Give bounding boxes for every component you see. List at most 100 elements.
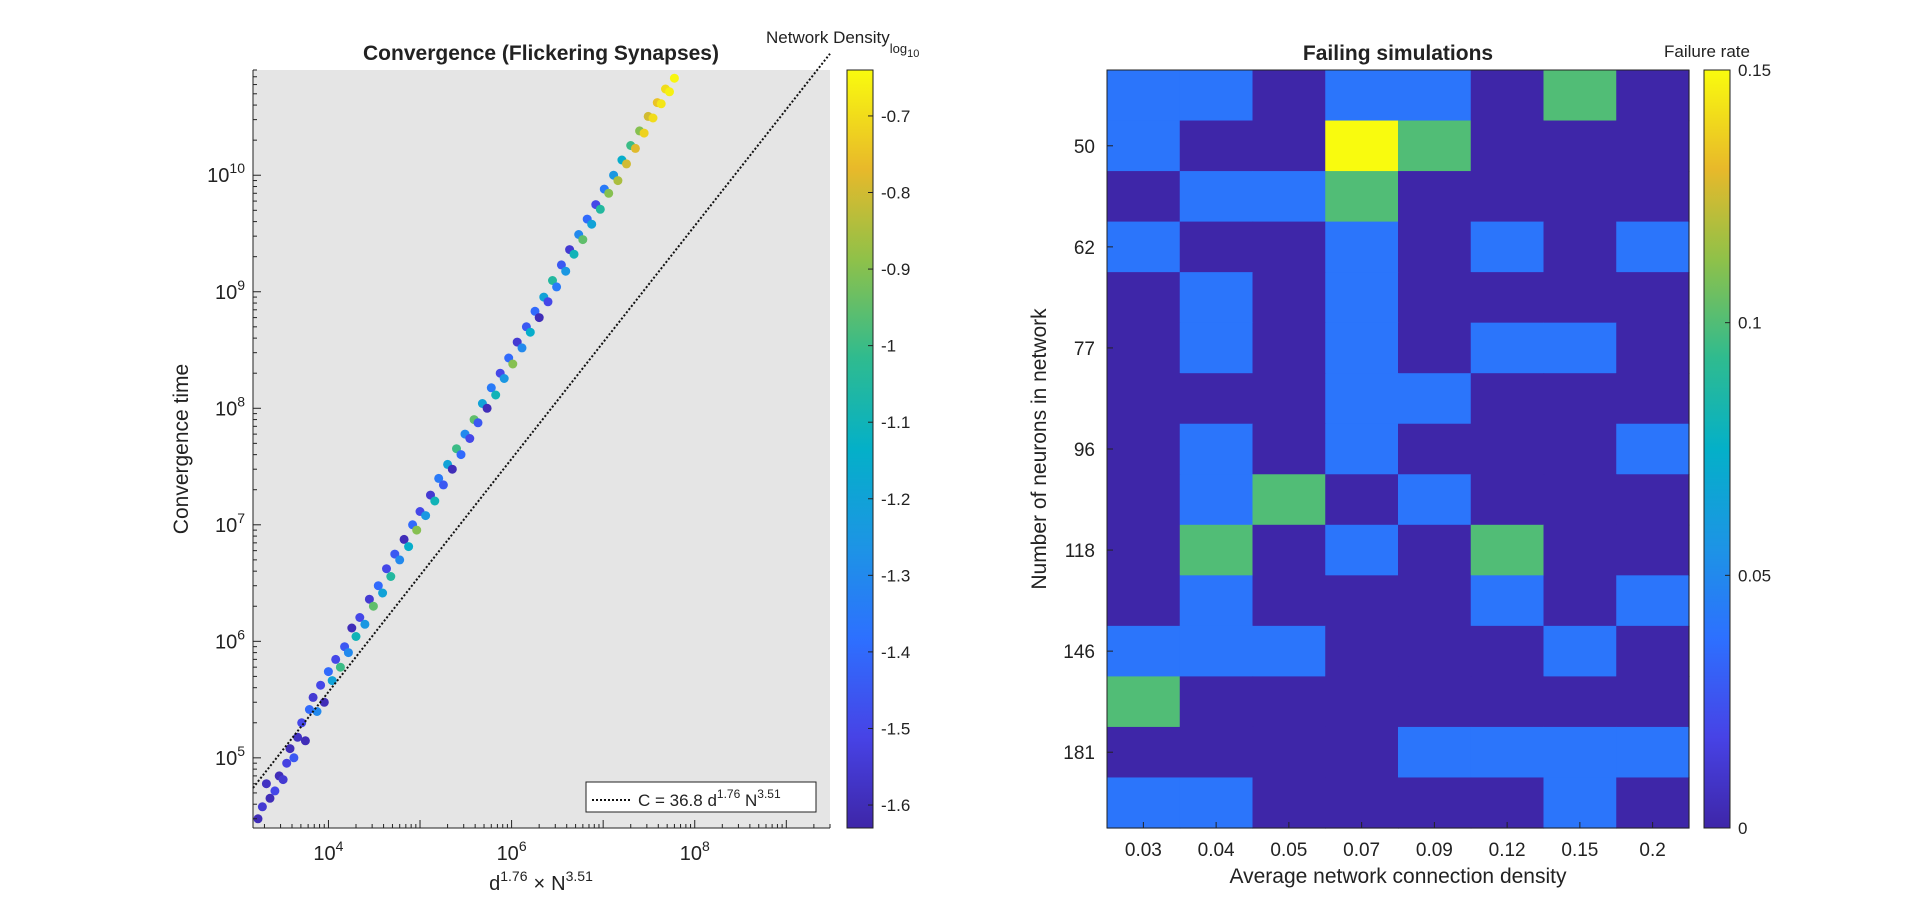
- scatter-point: [517, 343, 527, 353]
- heat-x-tick-label: 0.12: [1489, 840, 1526, 861]
- heatmap-cell: [1252, 171, 1326, 223]
- heatmap-cell: [1616, 272, 1690, 324]
- heatmap-cell: [1179, 625, 1254, 677]
- heatmap-cell: [1398, 575, 1472, 627]
- scatter-point: [665, 87, 674, 97]
- heatmap-cell: [1107, 322, 1181, 374]
- heatmap-cell: [1325, 272, 1399, 324]
- scatter-point: [604, 188, 614, 198]
- heatmap-cell: [1325, 676, 1399, 728]
- heatmap-cell: [1470, 575, 1545, 627]
- heatmap-cell: [1398, 373, 1472, 425]
- scatter-plot-area: [253, 70, 830, 828]
- heatmap-cell: [1398, 171, 1472, 223]
- legend-exp2: 3.51: [757, 787, 781, 801]
- y-tick-label: 109: [215, 277, 245, 304]
- heatmap-x-ticks: 0.03 0.04 0.05 0.07 0.09 0.12 0.15 0.2: [1125, 822, 1666, 861]
- heatmap-cell: [1398, 726, 1472, 779]
- cbar-tick-label: -1.1: [881, 413, 910, 432]
- scatter-title: Convergence (Flickering Synapses): [363, 42, 719, 65]
- scatter-point: [465, 434, 475, 443]
- heatmap-cell: [1470, 676, 1545, 728]
- scatter-point: [456, 450, 466, 460]
- cbar-tick-label: -1.4: [881, 643, 910, 662]
- scatter-point: [323, 667, 333, 677]
- heatmap-title: Failing simulations: [1303, 42, 1493, 65]
- scatter-point: [486, 383, 496, 393]
- heatmap-cell: [1179, 676, 1254, 728]
- scatter-point: [622, 159, 631, 169]
- heatmap-cell: [1252, 272, 1326, 324]
- scatter-point: [561, 266, 571, 276]
- heatmap-cell: [1398, 221, 1472, 273]
- scatter-point: [447, 464, 457, 474]
- y-tick-label: 106: [215, 626, 245, 653]
- heatmap-cell: [1179, 272, 1254, 324]
- y-tick-label: 105: [215, 743, 245, 770]
- heat-y-tick-label: 181: [1063, 743, 1095, 764]
- heatmap-cell: [1543, 777, 1617, 829]
- scatter-point: [656, 99, 666, 109]
- scatter-point: [434, 473, 444, 483]
- failure-colorbar: [1703, 69, 1731, 829]
- scatter-point: [257, 802, 267, 812]
- heatmap-cell: [1543, 474, 1617, 526]
- cbar-tick-label: -1.2: [881, 490, 910, 509]
- heatmap-cell: [1543, 120, 1617, 172]
- cbar-tick-label: -1.5: [881, 719, 910, 738]
- heatmap-cell: [1252, 120, 1326, 172]
- scatter-point: [508, 359, 518, 369]
- scatter-point: [569, 249, 579, 259]
- heatmap-cell: [1107, 70, 1181, 122]
- heatmap-y-ticks: 50 62 77 96 118 146 181: [1063, 137, 1113, 764]
- scatter-point: [438, 480, 448, 490]
- scatter-point: [355, 613, 365, 622]
- heatmap-cell: [1107, 625, 1181, 677]
- scatter-point: [304, 705, 314, 714]
- heatmap-cell: [1398, 120, 1472, 172]
- heatmap-cell: [1107, 524, 1181, 576]
- heatmap-cell: [1470, 777, 1545, 829]
- scatter-points: [253, 73, 679, 824]
- scatter-point: [378, 588, 388, 598]
- heatmap-cell: [1543, 676, 1617, 728]
- heatmap-cell: [1616, 373, 1690, 425]
- scatter-point: [261, 779, 271, 789]
- scatter-point: [282, 758, 292, 768]
- scatter-point: [482, 403, 492, 413]
- heatmap-cell: [1470, 272, 1545, 324]
- y-tick-label: 1010: [207, 160, 245, 187]
- heatmap-panel: Failing simulations 0.03 0.04 0.05 0.07 0.09…: [1028, 42, 1771, 888]
- scatter-point: [552, 282, 562, 292]
- scatter-point: [548, 276, 557, 285]
- x-tick-label: 104: [313, 838, 343, 865]
- heatmap-cell: [1252, 575, 1326, 627]
- heatmap-ylabel: Number of neurons in network: [1028, 308, 1051, 590]
- heatmap-cell: [1470, 474, 1545, 526]
- scatter-point: [270, 786, 280, 796]
- scatter-point: [265, 793, 275, 803]
- xlabel-exp1: 1.76: [500, 868, 527, 884]
- scatter-point: [491, 390, 501, 400]
- heat-x-tick-label: 0.03: [1125, 840, 1162, 861]
- cbar-tick-label: -0.7: [881, 107, 910, 126]
- cbar-tick-label: -0.8: [881, 184, 910, 203]
- xlabel-exp2: 3.51: [566, 868, 593, 884]
- heatmap-cell: [1398, 524, 1472, 576]
- heatmap-cell: [1470, 373, 1545, 425]
- scatter-point: [368, 601, 378, 611]
- heatmap-cell: [1398, 423, 1472, 475]
- scatter-point: [300, 736, 310, 746]
- scatter-point: [364, 594, 374, 604]
- heatmap-cell: [1179, 70, 1254, 122]
- heatmap-cell: [1107, 474, 1181, 526]
- heatmap-cell: [1252, 625, 1326, 677]
- heat-y-tick-label: 146: [1063, 642, 1095, 663]
- heatmap-cell: [1325, 423, 1399, 475]
- scatter-point: [253, 814, 263, 824]
- heatmap-cell: [1252, 676, 1326, 728]
- scatter-point: [289, 753, 299, 763]
- heatmap-cell: [1616, 171, 1690, 223]
- heatmap-cell: [1470, 70, 1545, 122]
- failure-colorbar-title: Failure rate: [1664, 42, 1750, 61]
